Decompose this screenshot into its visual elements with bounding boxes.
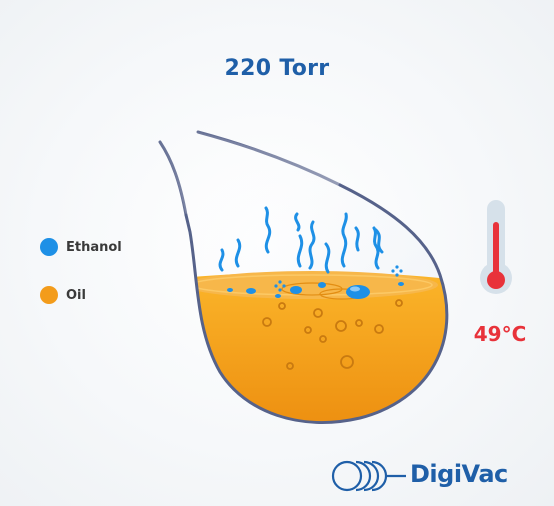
ethanol-bubble — [227, 288, 233, 292]
ethanol-bubble — [290, 286, 302, 294]
ethanol-vapor — [218, 206, 384, 274]
ethanol-bubble — [398, 282, 404, 286]
legend-item-oil: Oil — [40, 286, 86, 304]
brand-name: DigiVac — [410, 460, 508, 488]
legend-label-ethanol: Ethanol — [66, 239, 122, 255]
temperature-label: 49°C — [473, 322, 527, 346]
pressure-label: 220 Torr — [224, 56, 330, 81]
flask-outline — [184, 183, 449, 424]
legend-label-oil: Oil — [66, 287, 86, 303]
ethanol-swatch — [40, 238, 58, 256]
ethanol-bubble — [318, 282, 326, 288]
ethanol-bubble — [246, 288, 256, 294]
legend-item-ethanol: Ethanol — [40, 238, 122, 256]
ethanol-bubble — [275, 294, 281, 298]
thermometer-icon — [480, 200, 512, 294]
digivac-logo-mark-icon — [331, 460, 406, 492]
oil-swatch — [40, 286, 58, 304]
digivac-logo: DigiVac — [330, 456, 540, 496]
